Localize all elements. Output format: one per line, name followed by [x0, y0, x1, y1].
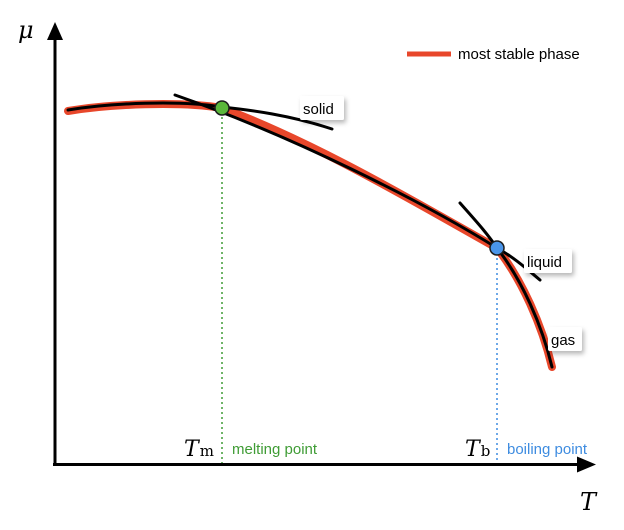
x-axis-title: T — [580, 488, 598, 516]
liquid-label-box: liquid — [524, 249, 572, 273]
boiling-temp-symbol: Tb — [465, 437, 490, 462]
liquid-label: liquid — [527, 254, 562, 271]
x-axis-arrow-icon — [577, 456, 596, 473]
melting-point-marker — [214, 100, 230, 116]
melting-temp-symbol: Tm — [184, 437, 214, 462]
liquid-phase-curve — [173, 93, 542, 282]
legend: most stable phase — [407, 46, 580, 63]
legend-label: most stable phase — [458, 46, 580, 63]
boiling-point-marker — [489, 240, 505, 256]
y-axis-arrow-icon — [47, 22, 63, 40]
y-axis-title: μ — [18, 16, 34, 44]
gas-phase-curve — [458, 201, 554, 369]
melting-point-label: melting point — [232, 441, 318, 458]
stable-phase-curve — [64, 100, 556, 371]
solid-label-box: solid — [300, 96, 344, 120]
boiling-point-label: boiling point — [507, 441, 588, 458]
gas-label: gas — [551, 332, 575, 349]
axes: μ T — [18, 16, 598, 516]
solid-label: solid — [303, 101, 334, 118]
gas-label-box: gas — [548, 327, 582, 351]
